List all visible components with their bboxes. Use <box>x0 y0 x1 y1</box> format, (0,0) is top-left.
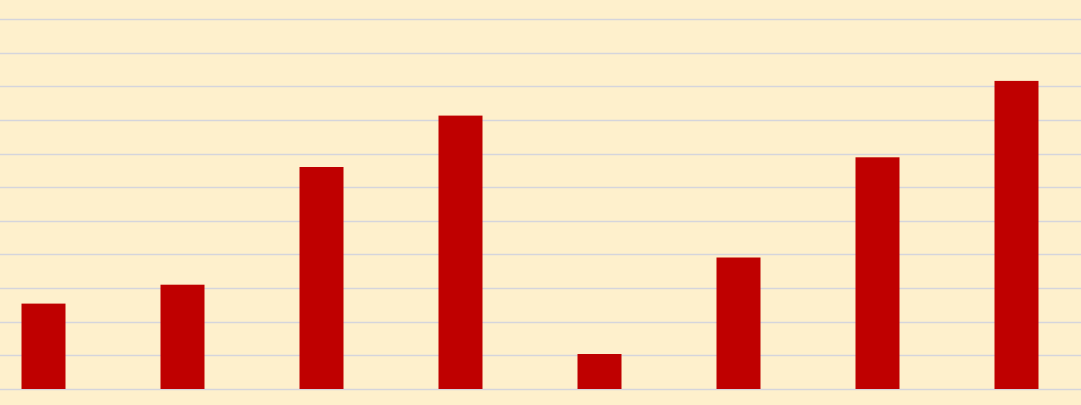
bar <box>855 157 900 389</box>
bar <box>438 115 483 389</box>
bar <box>21 303 66 389</box>
bar <box>994 80 1039 390</box>
bar <box>716 257 761 389</box>
bar <box>577 354 622 389</box>
bar <box>160 284 205 389</box>
bar <box>299 167 344 389</box>
